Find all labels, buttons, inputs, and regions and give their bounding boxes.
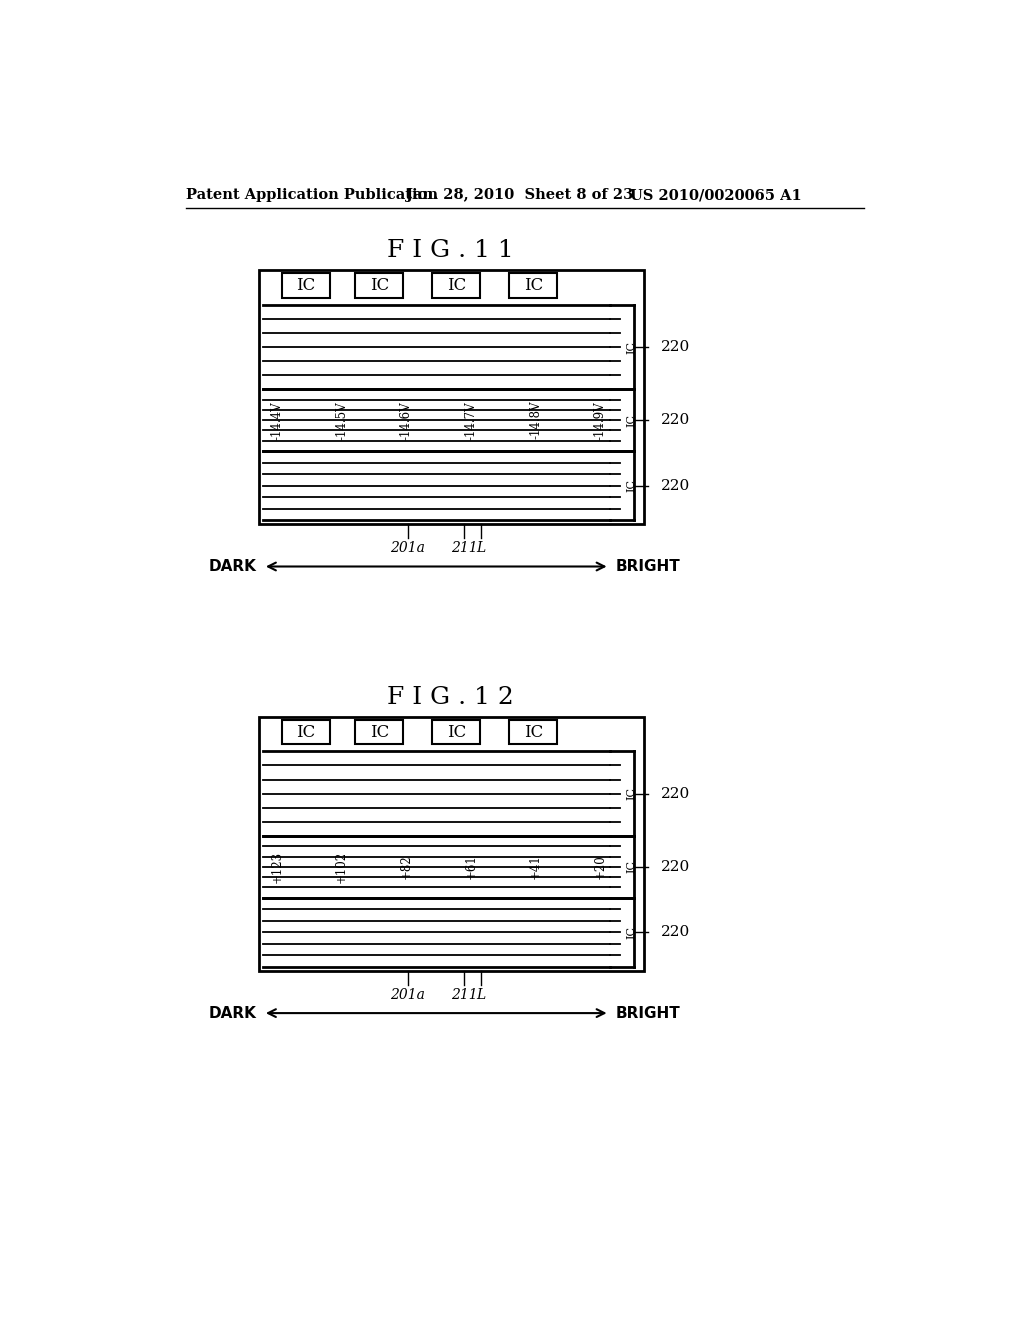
Text: IC: IC [523, 277, 543, 294]
Text: +123: +123 [270, 850, 284, 883]
Text: IC: IC [626, 925, 636, 939]
Text: F I G . 1 2: F I G . 1 2 [387, 686, 513, 709]
Bar [259, 271, 644, 524]
Bar [509, 719, 557, 744]
Text: DARK: DARK [209, 558, 257, 574]
Text: 220: 220 [662, 413, 690, 428]
Text: 201a: 201a [390, 987, 425, 1002]
Text: -14.7V: -14.7V [465, 401, 477, 440]
Text: IC: IC [626, 787, 636, 800]
Text: L: L [476, 987, 485, 1002]
Text: -14.9V: -14.9V [594, 401, 607, 440]
Text: BRIGHT: BRIGHT [615, 1006, 680, 1020]
Text: 211: 211 [451, 987, 477, 1002]
Bar [355, 273, 403, 298]
Text: 220: 220 [662, 925, 690, 940]
Text: BRIGHT: BRIGHT [615, 558, 680, 574]
Text: IC: IC [446, 277, 466, 294]
Text: 220: 220 [662, 787, 690, 801]
Bar [355, 719, 403, 744]
Bar [283, 719, 330, 744]
Bar [283, 273, 330, 298]
Text: US 2010/0020065 A1: US 2010/0020065 A1 [630, 189, 801, 202]
Text: IC: IC [370, 277, 389, 294]
Bar [432, 273, 480, 298]
Text: 220: 220 [662, 341, 690, 354]
Text: Patent Application Publication: Patent Application Publication [186, 189, 438, 202]
Text: +102: +102 [335, 850, 348, 883]
Text: DARK: DARK [209, 1006, 257, 1020]
Text: IC: IC [297, 723, 315, 741]
Text: IC: IC [626, 861, 636, 874]
Text: F I G . 1 1: F I G . 1 1 [387, 239, 513, 263]
Text: +20: +20 [594, 854, 607, 879]
Text: -14.5V: -14.5V [335, 401, 348, 440]
Text: +41: +41 [529, 854, 542, 879]
Bar [432, 719, 480, 744]
Text: IC: IC [626, 413, 636, 426]
Text: IC: IC [523, 723, 543, 741]
Text: 211: 211 [451, 541, 477, 556]
Text: L: L [476, 541, 485, 556]
Text: -14.4V: -14.4V [270, 401, 284, 440]
Text: 220: 220 [662, 479, 690, 492]
Text: +82: +82 [399, 854, 413, 879]
Text: -14.8V: -14.8V [529, 401, 542, 440]
Text: 201a: 201a [390, 541, 425, 556]
Text: IC: IC [370, 723, 389, 741]
Text: -14.6V: -14.6V [399, 401, 413, 440]
Bar [509, 273, 557, 298]
Text: 220: 220 [662, 859, 690, 874]
Text: IC: IC [626, 479, 636, 492]
Bar [259, 717, 644, 970]
Text: +61: +61 [465, 854, 477, 879]
Text: IC: IC [446, 723, 466, 741]
Text: Jan. 28, 2010  Sheet 8 of 23: Jan. 28, 2010 Sheet 8 of 23 [407, 189, 634, 202]
Text: IC: IC [297, 277, 315, 294]
Text: IC: IC [626, 341, 636, 354]
